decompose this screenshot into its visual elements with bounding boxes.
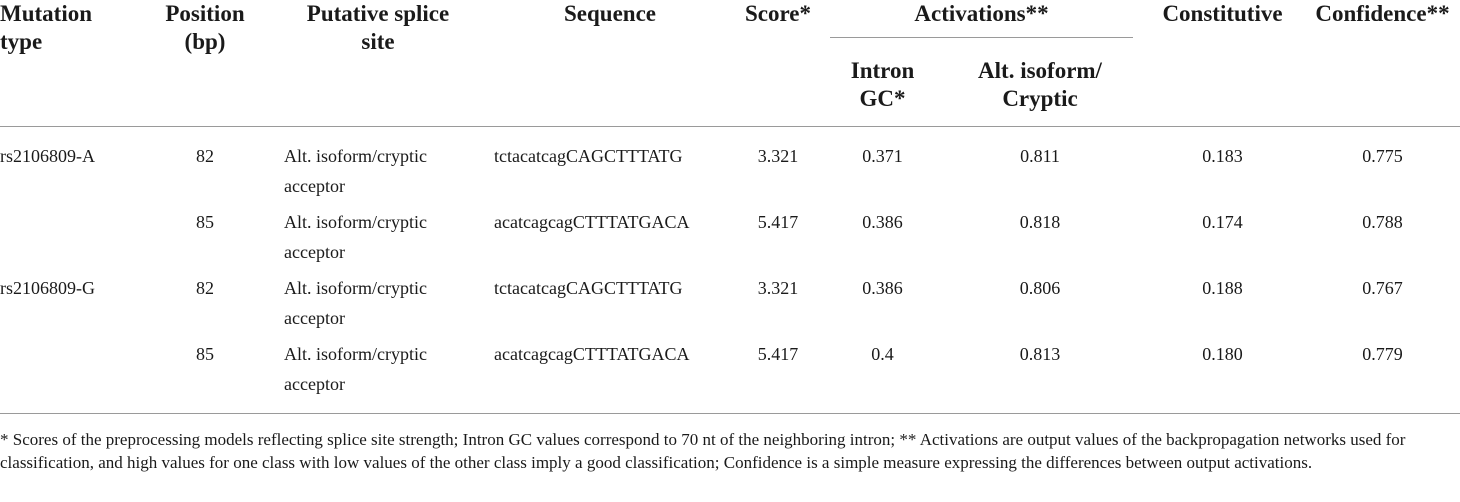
- header-sequence: Sequence: [564, 1, 656, 26]
- position-cell: 85: [196, 212, 214, 232]
- alt-isoform-cell: 0.806: [1019, 278, 1061, 298]
- activations-rule: [830, 37, 1133, 38]
- score-cell: 5.417: [757, 212, 799, 232]
- header-alt-isoform-cryptic: Alt. isoform/ Cryptic: [978, 58, 1102, 111]
- confidence-cell: 0.779: [1362, 344, 1403, 364]
- constitutive-cell: 0.188: [1202, 278, 1243, 298]
- intron-gc-cell: 0.4: [871, 344, 894, 364]
- score-cell: 5.417: [757, 344, 799, 364]
- intron-gc-cell: 0.371: [862, 146, 903, 166]
- constitutive-cell: 0.174: [1202, 212, 1243, 232]
- constitutive-cell: 0.183: [1202, 146, 1243, 166]
- confidence-cell: 0.775: [1362, 146, 1403, 166]
- header-bottom-rule: [0, 126, 1460, 127]
- mutation-cell: rs2106809-G: [0, 278, 95, 298]
- table-footnote: * Scores of the preprocessing models ref…: [0, 430, 1406, 472]
- confidence-cell: 0.788: [1362, 212, 1403, 232]
- position-cell: 82: [196, 278, 214, 298]
- header-constitutive: Constitutive: [1162, 1, 1283, 26]
- site-cell: Alt. isoform/cryptic acceptor: [284, 146, 427, 196]
- intron-gc-cell: 0.386: [862, 212, 903, 232]
- header-activations: Activations**: [914, 1, 1049, 26]
- sequence-cell: tctacatcagCAGCTTTATG: [494, 278, 683, 298]
- site-cell: Alt. isoform/cryptic acceptor: [284, 278, 427, 328]
- header-position: Position (bp): [165, 1, 245, 54]
- site-cell: Alt. isoform/cryptic acceptor: [284, 344, 427, 394]
- site-cell: Alt. isoform/cryptic acceptor: [284, 212, 427, 262]
- header-intron-gc: Intron GC*: [850, 58, 915, 111]
- score-cell: 3.321: [757, 146, 799, 166]
- header-mutation-type: Mutation type: [0, 1, 92, 54]
- sequence-cell: tctacatcagCAGCTTTATG: [494, 146, 683, 166]
- header-confidence: Confidence**: [1315, 1, 1450, 26]
- score-cell: 3.321: [757, 278, 799, 298]
- alt-isoform-cell: 0.813: [1019, 344, 1061, 364]
- sequence-cell: acatcagcagCTTTATGACA: [494, 212, 690, 232]
- position-cell: 82: [196, 146, 214, 166]
- alt-isoform-cell: 0.818: [1019, 212, 1061, 232]
- position-cell: 85: [196, 344, 214, 364]
- sequence-cell: acatcagcagCTTTATGACA: [494, 344, 690, 364]
- alt-isoform-cell: 0.811: [1020, 146, 1060, 166]
- header-score: Score*: [744, 1, 811, 26]
- mutation-cell: rs2106809-A: [0, 146, 95, 166]
- table-bottom-rule: [0, 413, 1460, 414]
- confidence-cell: 0.767: [1362, 278, 1403, 298]
- constitutive-cell: 0.180: [1202, 344, 1243, 364]
- header-putative-splice-site: Putative splice site: [306, 1, 450, 54]
- intron-gc-cell: 0.386: [862, 278, 903, 298]
